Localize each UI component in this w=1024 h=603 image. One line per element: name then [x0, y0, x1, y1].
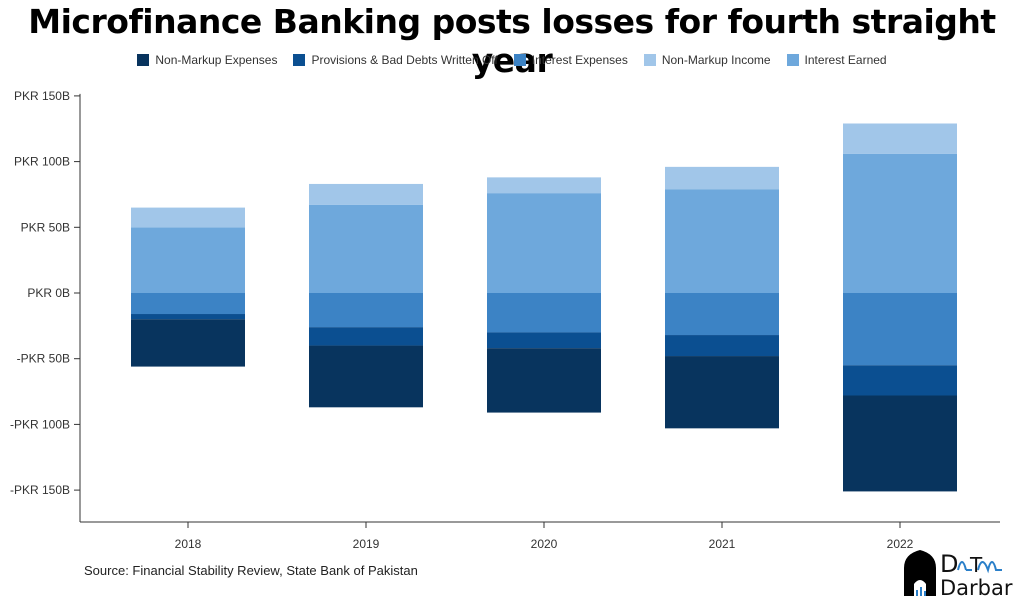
bar-provisions-bad-debts-written-off — [487, 332, 601, 349]
svg-text:D: D — [940, 550, 958, 578]
x-tick-label: 2020 — [531, 537, 558, 551]
source-note: Source: Financial Stability Review, Stat… — [84, 563, 418, 578]
bar-non-markup-income — [487, 177, 601, 194]
bar-interest-earned — [665, 189, 779, 293]
bar-interest-expenses — [309, 293, 423, 328]
y-tick-label: PKR 50B — [21, 220, 70, 234]
bar-provisions-bad-debts-written-off — [131, 314, 245, 320]
bar-provisions-bad-debts-written-off — [309, 327, 423, 346]
svg-text:T: T — [969, 553, 983, 577]
legend-swatch — [643, 54, 656, 66]
bar-provisions-bad-debts-written-off — [665, 335, 779, 357]
bar-interest-expenses — [487, 293, 601, 333]
y-tick-label: PKR 150B — [14, 89, 70, 103]
data-darbar-logo: D T Darbar — [902, 548, 1022, 603]
bar-non-markup-income — [843, 123, 957, 154]
bar-non-markup-expenses — [487, 348, 601, 413]
legend-item: Interest Expenses — [513, 53, 628, 67]
legend-label: Interest Expenses — [531, 53, 628, 67]
bar-non-markup-expenses — [665, 356, 779, 429]
bar-interest-earned — [487, 193, 601, 293]
legend-swatch — [137, 54, 150, 66]
bar-non-markup-expenses — [843, 395, 957, 492]
bar-non-markup-income — [131, 207, 245, 228]
legend-item: Interest Earned — [786, 53, 887, 67]
legend: Non-Markup Expenses Provisions & Bad Debt… — [0, 53, 1024, 67]
legend-swatch — [293, 54, 306, 66]
bar-interest-earned — [131, 227, 245, 293]
legend-item: Non-Markup Expenses — [137, 53, 277, 67]
y-tick-label: PKR 0B — [27, 286, 70, 300]
bar-interest-earned — [843, 153, 957, 293]
y-tick-label: -PKR 100B — [10, 417, 70, 431]
legend-label: Provisions & Bad Debts Written Off — [311, 53, 498, 67]
legend-swatch — [786, 54, 799, 66]
chart-title: Microfinance Banking posts losses for fo… — [28, 2, 996, 80]
x-tick-label: 2019 — [353, 537, 380, 551]
bar-non-markup-expenses — [131, 319, 245, 367]
bar-non-markup-income — [665, 166, 779, 190]
x-tick-label: 2021 — [709, 537, 736, 551]
svg-text:Darbar: Darbar — [940, 576, 1013, 598]
legend-item: Non-Markup Income — [643, 53, 771, 67]
y-tick-label: -PKR 150B — [10, 483, 70, 497]
x-tick-label: 2022 — [887, 537, 914, 551]
legend-item: Provisions & Bad Debts Written Off — [293, 53, 498, 67]
legend-label: Non-Markup Income — [661, 53, 771, 67]
legend-swatch — [513, 54, 526, 66]
bar-interest-expenses — [843, 293, 957, 366]
bar-non-markup-expenses — [309, 345, 423, 408]
legend-label: Interest Earned — [804, 53, 887, 67]
bar-interest-expenses — [131, 293, 245, 315]
y-tick-label: PKR 100B — [14, 155, 70, 169]
bar-non-markup-income — [309, 183, 423, 205]
bar-interest-earned — [309, 204, 423, 293]
bar-interest-expenses — [665, 293, 779, 336]
y-tick-label: -PKR 50B — [17, 352, 70, 366]
x-tick-label: 2018 — [175, 537, 202, 551]
legend-label: Non-Markup Expenses — [155, 53, 278, 67]
bar-provisions-bad-debts-written-off — [843, 365, 957, 396]
